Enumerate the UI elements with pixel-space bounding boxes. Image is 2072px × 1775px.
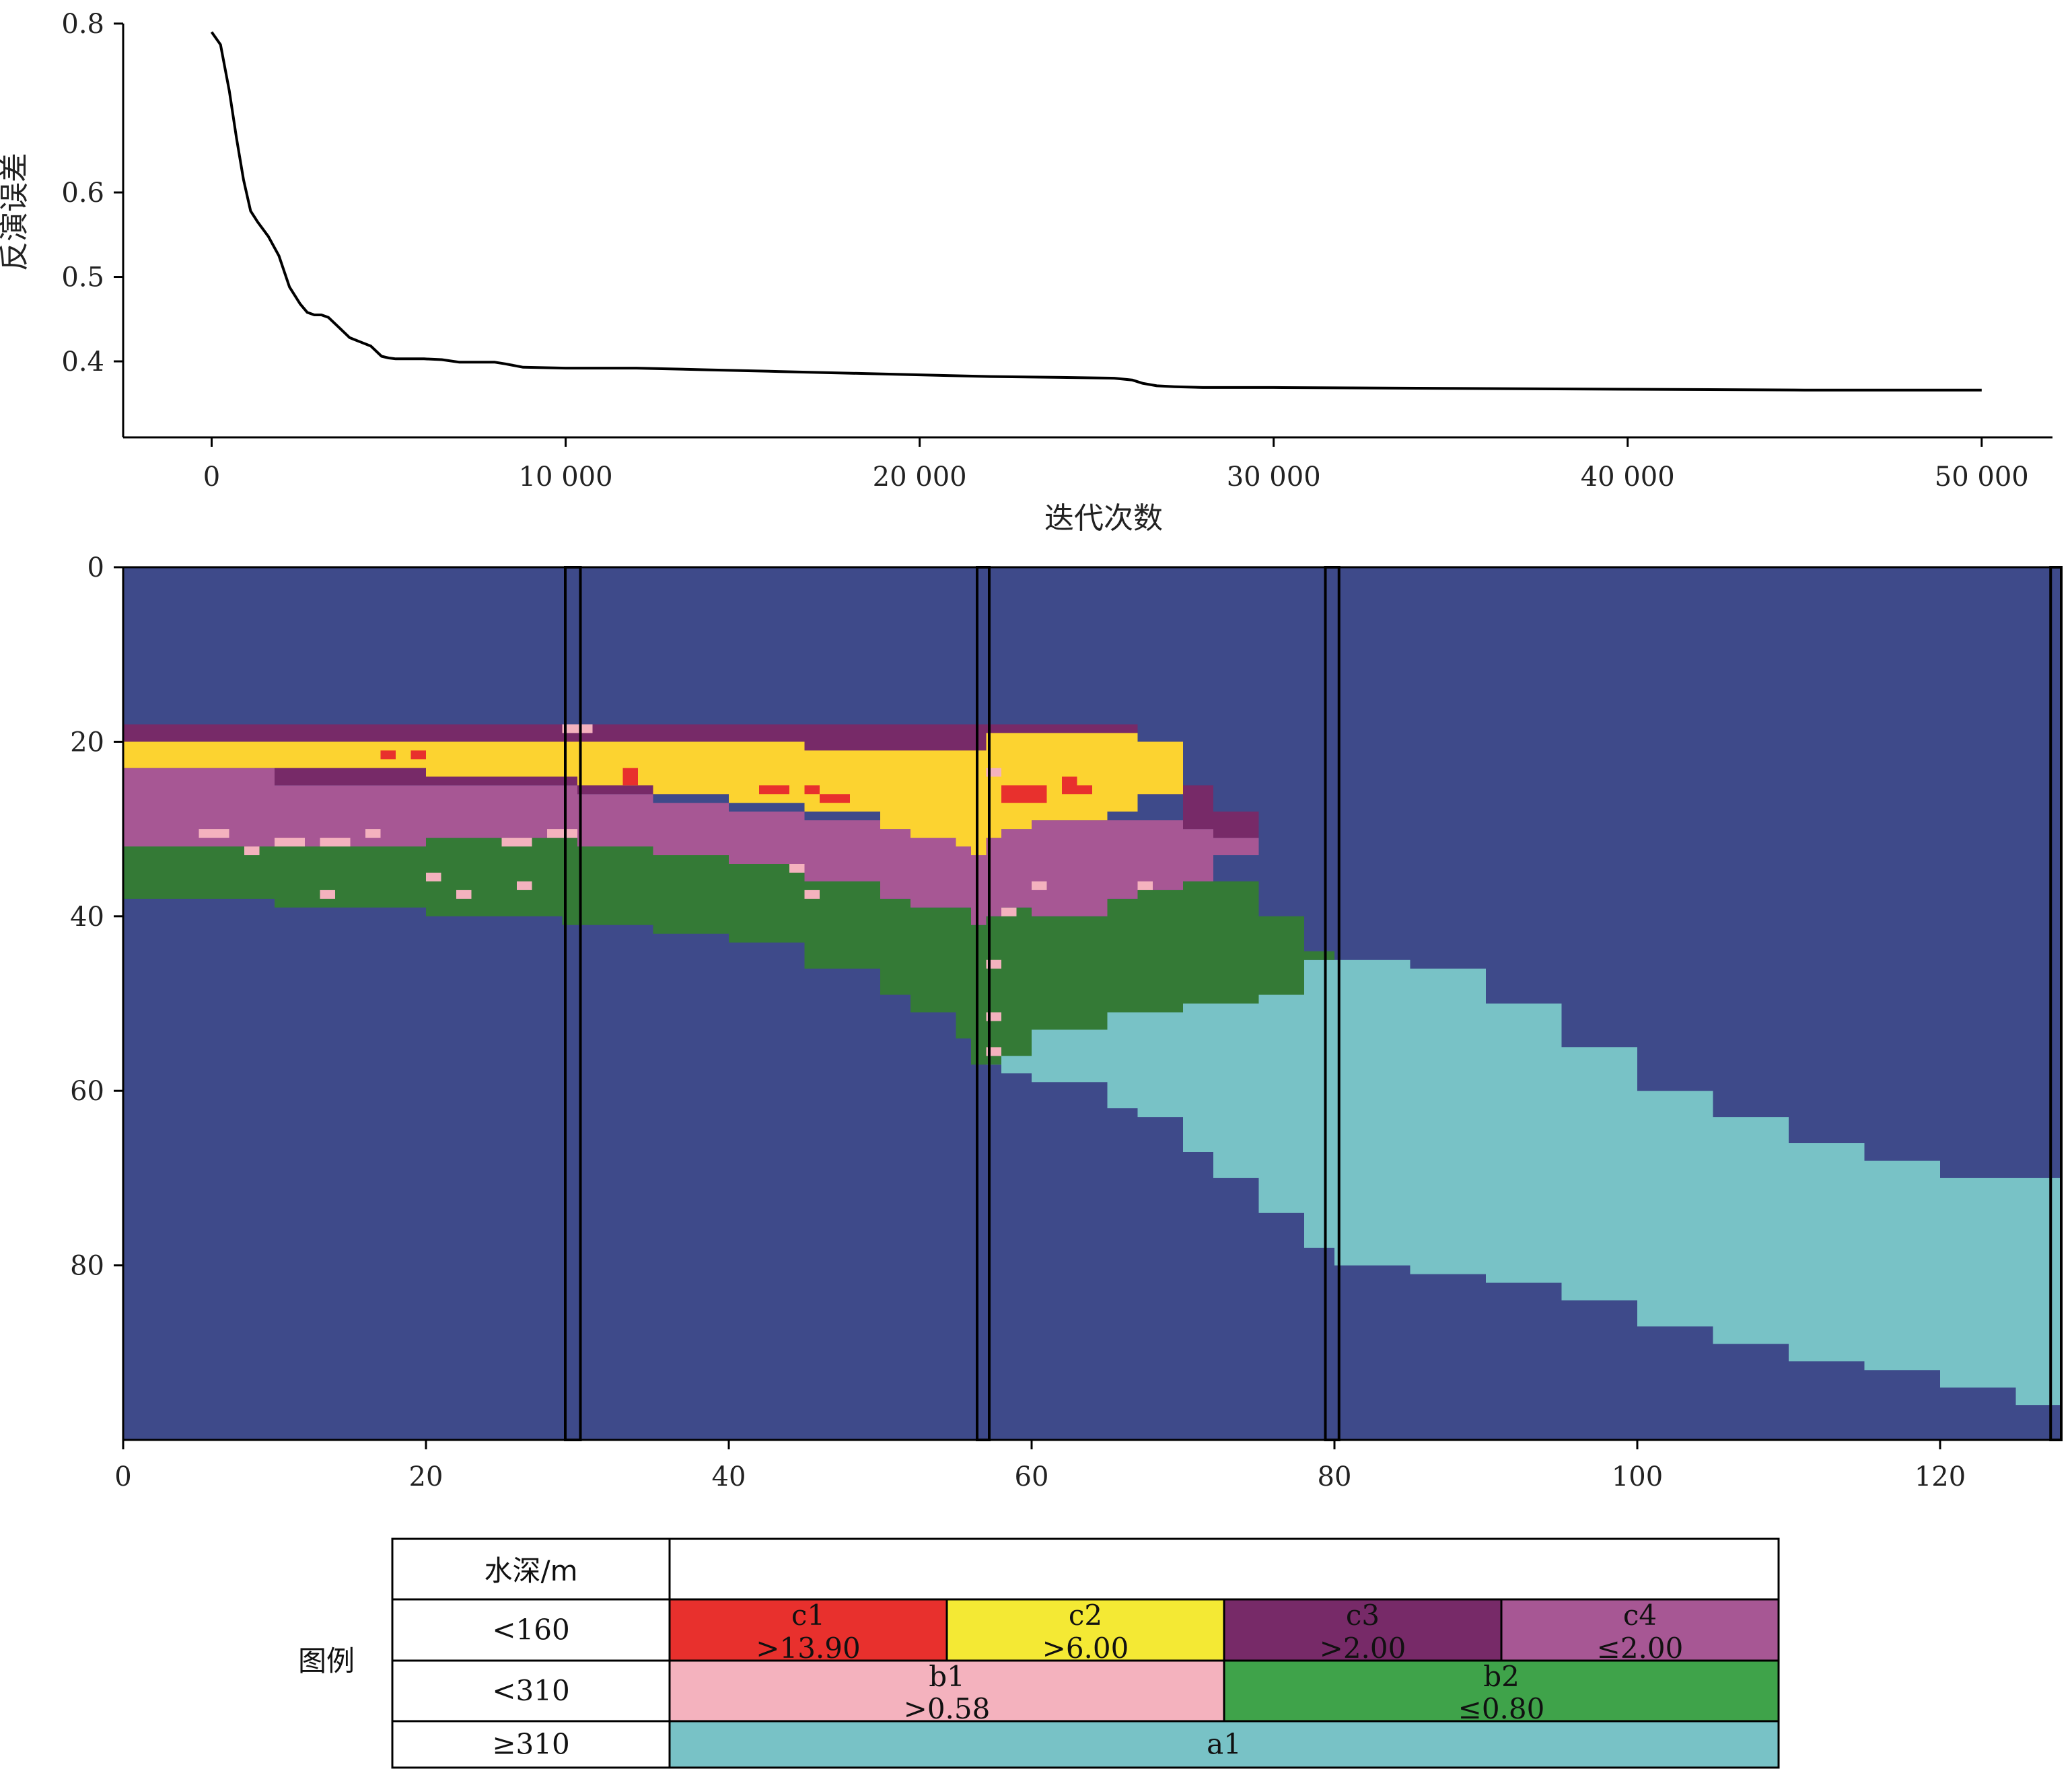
heatmap-patch-b1: [1032, 881, 1047, 890]
heatmap-patch-b1: [244, 846, 260, 856]
heatmap-y-tick-label: 0: [87, 552, 104, 583]
heatmap-band-b2: [123, 838, 1334, 1065]
heatmap-patch-b1: [1137, 881, 1153, 890]
heatmap-y-tick-label: 20: [70, 727, 104, 758]
heatmap-patch-b1: [426, 872, 441, 881]
legend-depth-label: <160: [492, 1614, 569, 1646]
legend-threshold-c2: >6.00: [1042, 1632, 1129, 1665]
heatmap-band-c4: [123, 768, 1259, 925]
heatmap-band-c2: [123, 733, 1183, 855]
legend-header-label: 水深/m: [484, 1554, 577, 1587]
heatmap-patch-b1: [365, 829, 381, 838]
line-x-ticks: 0 10 000 20 000 30 000 40 000 50 000: [203, 437, 2029, 493]
heatmap-band-a1: [910, 959, 2061, 1406]
legend-code-a1: a1: [1207, 1728, 1242, 1761]
heatmap-patch-b1: [320, 890, 335, 899]
line-x-tick-label: 40 000: [1581, 462, 1675, 493]
heatmap-x-tick-label: 40: [712, 1461, 746, 1492]
legend-code-c2: c2: [1069, 1599, 1102, 1632]
heatmap-patch-c1: [1001, 785, 1047, 803]
legend-threshold-b1: >0.58: [904, 1692, 991, 1725]
heatmap-x-tick-label: 100: [1612, 1461, 1663, 1492]
heatmap-patch-b1: [1001, 907, 1017, 916]
legend-threshold-c4: ≤2.00: [1597, 1632, 1684, 1665]
legend-threshold-c3: >2.00: [1320, 1632, 1406, 1665]
heatmap-y-tick-label: 60: [70, 1076, 104, 1107]
legend-cells: <160 c1>13.90 c2>6.00 c3>2.00 c4≤2.00 <310 b1>…: [492, 1598, 1780, 1769]
line-y-tick-label: 0.6: [61, 178, 104, 209]
line-y-tick-label: 0.5: [61, 262, 104, 293]
legend-code-c4: c4: [1623, 1599, 1657, 1632]
line-x-tick-label: 0: [203, 462, 220, 493]
line-x-tick-label: 30 000: [1227, 462, 1321, 493]
legend-depth-label: <310: [492, 1674, 569, 1707]
heatmap-patch-c1: [622, 768, 638, 786]
legend-code-b2: b2: [1483, 1660, 1520, 1693]
line-y-ticks: 0.8 0.6 0.5 0.4: [61, 9, 123, 377]
line-x-tick-label: 50 000: [1935, 462, 2029, 493]
error-series-line: [210, 31, 1982, 392]
heatmap-patch-c1: [1062, 776, 1077, 795]
heatmap-y-ticks: 0 20 40 60 80: [70, 552, 123, 1282]
heatmap-x-tick-label: 120: [1915, 1461, 1966, 1492]
heatmap-patch-b1: [804, 890, 820, 899]
legend-swatch-b2: [1223, 1659, 1780, 1723]
error-line-chart: 0 10 000 20 000 30 000 40 000 50 000 0.80.60.…: [0, 9, 2052, 536]
heatmap-y-tick-label: 80: [70, 1251, 104, 1282]
legend-table: 图例 水深/m <160 c1>13.90 c2>6.00 c3>2.00 c4≤2.0…: [298, 1537, 1780, 1769]
heatmap-x-ticks: 0 20 40 60 80 100 120: [114, 1440, 1966, 1492]
line-x-tick-label: 20 000: [873, 462, 967, 493]
heatmap-patch-b1: [199, 829, 229, 838]
heatmap-patch-b1: [501, 838, 532, 847]
legend-threshold-b2: ≤0.80: [1458, 1692, 1545, 1725]
heatmap-patch-c1: [380, 750, 396, 760]
heatmap-layer: [123, 567, 2061, 1440]
heatmap-frame: [122, 566, 2063, 1441]
error-series-layer: [210, 31, 1982, 392]
heatmap-patch-c1: [410, 750, 426, 760]
legend-row-label: 图例: [298, 1644, 355, 1677]
legend-swatch-a1: [668, 1720, 1780, 1769]
heatmap-patch-c1: [1077, 785, 1092, 795]
heatmap-x-tick-label: 60: [1015, 1461, 1049, 1492]
heatmap-x-tick-label: 20: [409, 1461, 443, 1492]
heatmap-patch-b1: [275, 838, 305, 847]
line-x-tick-label: 10 000: [519, 462, 613, 493]
heatmap-x-tick-label: 80: [1318, 1461, 1352, 1492]
heatmap-patch-b1: [547, 829, 577, 838]
heatmap-patch-b1: [517, 881, 532, 890]
legend-code-b1: b1: [929, 1660, 965, 1693]
heatmap-patch-c1: [759, 785, 789, 795]
line-y-axis-title: 反演误差: [0, 153, 32, 271]
legend-depth-label: ≥310: [492, 1728, 569, 1761]
heatmap-y-tick-label: 40: [70, 902, 104, 933]
line-x-axis-title: 迭代次数: [1044, 501, 1163, 536]
line-y-tick-label: 0.8: [61, 9, 104, 40]
legend-swatch-c2: [945, 1598, 1225, 1662]
heatmap-patch-b1: [789, 863, 805, 873]
heatmap-patch-b1: [456, 890, 472, 899]
depth-section-heatmap: 0 20 40 60 80 100 120 0 20 40 60 80: [70, 552, 2063, 1492]
heatmap-x-tick-label: 0: [114, 1461, 131, 1492]
legend-code-c1: c1: [791, 1599, 825, 1632]
heatmap-patch-c1: [804, 785, 820, 795]
legend-threshold-c1: >13.90: [756, 1632, 860, 1665]
heatmap-patch-b1: [320, 838, 351, 847]
heatmap-patch-c1: [820, 794, 850, 803]
line-y-tick-label: 0.4: [61, 347, 104, 377]
legend-code-c3: c3: [1346, 1599, 1380, 1632]
